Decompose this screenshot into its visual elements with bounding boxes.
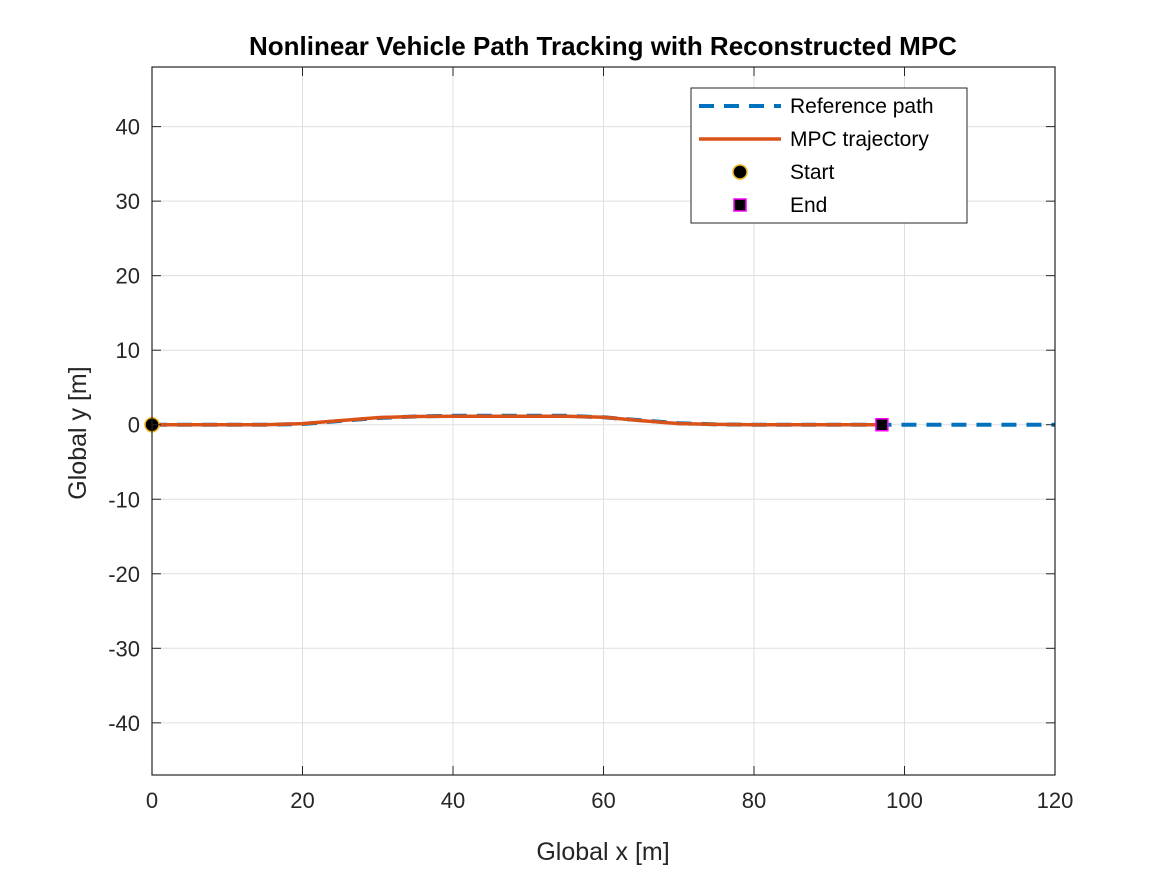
legend-label-marker-0: Start — [790, 161, 835, 184]
y-tick-label: 0 — [128, 413, 140, 438]
x-tick-label: 120 — [1037, 788, 1074, 813]
y-tick-label: 40 — [116, 115, 140, 140]
legend-label-0: Reference path — [790, 95, 934, 118]
ticks: 0 20 40 60 80 100 120 -40 -30 -20 -10 0 10 20 30 40 — [108, 67, 1073, 813]
legend-label-1: MPC trajectory — [790, 128, 929, 151]
x-tick-label: 40 — [441, 788, 465, 813]
x-tick-label: 20 — [290, 788, 314, 813]
y-tick-label: 30 — [116, 189, 140, 214]
y-tick-label: -30 — [108, 636, 140, 661]
legend-end-swatch — [733, 198, 747, 212]
y-tick-label: -10 — [108, 487, 140, 512]
y-tick-label: 20 — [116, 264, 140, 289]
legend-start-swatch — [732, 164, 748, 180]
legend-label-marker-1: End — [790, 194, 827, 217]
grid — [151, 67, 1056, 775]
end-marker — [875, 417, 889, 432]
y-tick-label: -40 — [108, 711, 140, 736]
chart-title: Nonlinear Vehicle Path Tracking with Rec… — [249, 31, 957, 61]
x-tick-label: 60 — [591, 788, 615, 813]
series-line-1 — [152, 414, 882, 427]
y-axis-label: Global y [m] — [64, 366, 92, 499]
x-axis-label: Global x [m] — [536, 838, 669, 866]
x-tick-label: 100 — [886, 788, 923, 813]
y-tick-label: 10 — [116, 338, 140, 363]
x-tick-label: 0 — [146, 788, 158, 813]
x-tick-label: 80 — [742, 788, 766, 813]
legend: Reference path MPC trajectory Start End — [690, 87, 968, 224]
y-tick-label: -20 — [108, 562, 140, 587]
